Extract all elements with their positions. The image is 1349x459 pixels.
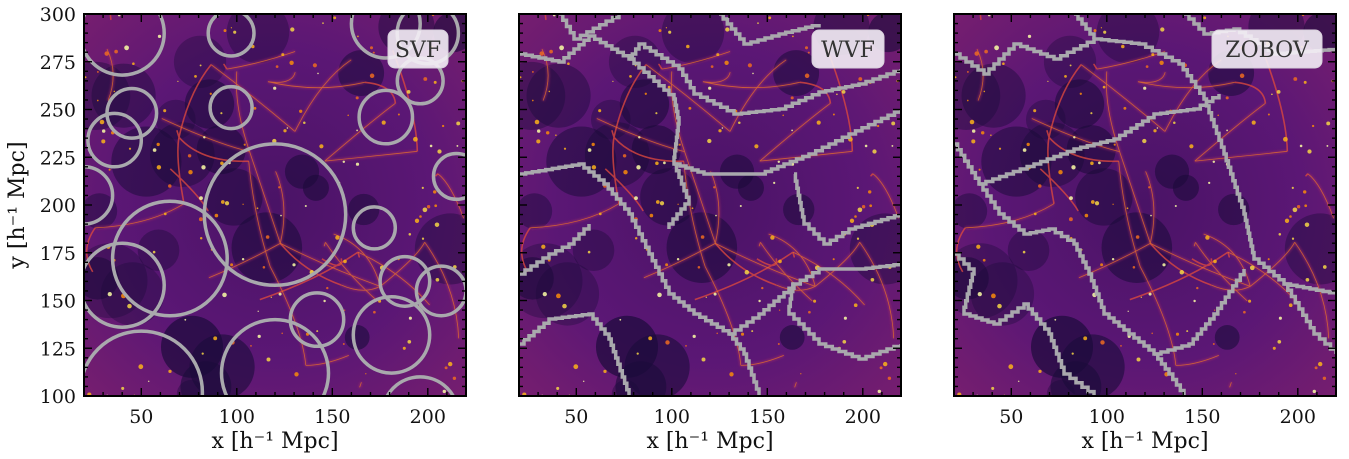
void-circle xyxy=(110,199,229,318)
legend-zobov: ZOBOV xyxy=(1211,29,1323,69)
x-tick-label: 50 xyxy=(564,406,588,428)
void-circle xyxy=(351,294,432,375)
overlay-wvf xyxy=(519,14,901,396)
void-circle xyxy=(219,317,331,396)
void-circle xyxy=(206,14,256,58)
x-tick-label: 200 xyxy=(410,406,446,428)
void-circle xyxy=(414,264,466,318)
void-circle xyxy=(84,14,166,77)
void-boundary xyxy=(954,252,1096,396)
y-tick-label: 150 xyxy=(40,291,76,313)
ticks-wvf: 50 100 150 200 xyxy=(518,13,902,428)
legend-svf: SVF xyxy=(387,29,449,69)
void-boundary xyxy=(519,312,631,396)
void-boundary xyxy=(979,182,1246,356)
x-axis-label-zobov: x [h⁻¹ Mpc] xyxy=(1081,429,1208,454)
x-axis-label-wvf: x [h⁻¹ Mpc] xyxy=(646,429,773,454)
panel-label-wvf: WVF xyxy=(821,38,875,63)
void-boundary xyxy=(1284,282,1336,354)
y-tick-label: 100 xyxy=(40,386,76,408)
void-circle xyxy=(349,14,422,60)
void-circle xyxy=(86,111,144,169)
y-tick-label: 125 xyxy=(40,338,76,360)
x-tick-label: 150 xyxy=(314,406,350,428)
void-circle xyxy=(431,151,466,202)
y-tick-label: 275 xyxy=(40,52,76,74)
x-tick-label: 150 xyxy=(1184,406,1220,428)
void-circle xyxy=(288,291,346,349)
y-tick-label: 175 xyxy=(40,243,76,265)
x-tick-label: 100 xyxy=(1089,406,1125,428)
void-circle xyxy=(84,241,166,329)
panel-label-svf: SVF xyxy=(395,38,441,63)
void-boundary xyxy=(629,57,901,176)
panel-svf: 50 100 150 200 100 125 150 175 200 225 250 275 300 S… xyxy=(5,4,467,454)
void-boundary xyxy=(667,162,691,229)
y-axis-label: y [h⁻¹ Mpc] xyxy=(5,141,30,269)
y-tick-label: 225 xyxy=(40,147,76,169)
void-circle xyxy=(378,254,432,308)
legend-box-svf xyxy=(387,29,449,69)
x-tick-label: 200 xyxy=(1280,406,1316,428)
void-circle xyxy=(208,84,254,131)
void-boundary xyxy=(519,34,901,116)
legend-box-zobov xyxy=(1211,29,1323,69)
x-tick-label: 200 xyxy=(845,406,881,428)
x-tick-label: 100 xyxy=(219,406,255,428)
void-boundary xyxy=(954,37,1336,295)
panel-zobov: 50 100 150 200 ZOBOV x [h⁻¹ Mpc] xyxy=(953,13,1337,454)
void-boundary xyxy=(519,162,901,336)
void-boundary xyxy=(559,14,621,41)
y-tick-label: 200 xyxy=(40,195,76,217)
x-tick-label: 150 xyxy=(749,406,785,428)
panel-label-zobov: ZOBOV xyxy=(1225,38,1310,63)
void-circle xyxy=(351,205,398,251)
void-circle xyxy=(357,88,415,146)
void-boundary xyxy=(719,14,821,46)
void-circle xyxy=(385,375,456,396)
void-boundary xyxy=(787,282,901,361)
void-boundary xyxy=(729,332,761,396)
x-axis-label-svf: x [h⁻¹ Mpc] xyxy=(211,429,338,454)
y-tick-label: 300 xyxy=(40,4,76,26)
panel-wvf: 50 100 150 200 WVF x [h⁻¹ Mpc] xyxy=(518,13,902,454)
y-tick-label: 250 xyxy=(40,100,76,122)
x-tick-label: 100 xyxy=(654,406,690,428)
ticks-svf: 50 100 150 200 100 125 150 175 200 225 250 275 300 xyxy=(40,4,467,428)
void-boundary xyxy=(793,172,901,246)
void-boundary xyxy=(1154,352,1186,396)
x-tick-label: 50 xyxy=(129,406,153,428)
ticks-zobov: 50 100 150 200 xyxy=(953,13,1337,428)
void-boundary xyxy=(519,224,591,276)
void-circle xyxy=(84,329,205,396)
legend-wvf: WVF xyxy=(811,29,885,69)
void-boundary xyxy=(1074,14,1096,39)
legend-box-wvf xyxy=(811,29,885,69)
x-tick-label: 50 xyxy=(999,406,1023,428)
